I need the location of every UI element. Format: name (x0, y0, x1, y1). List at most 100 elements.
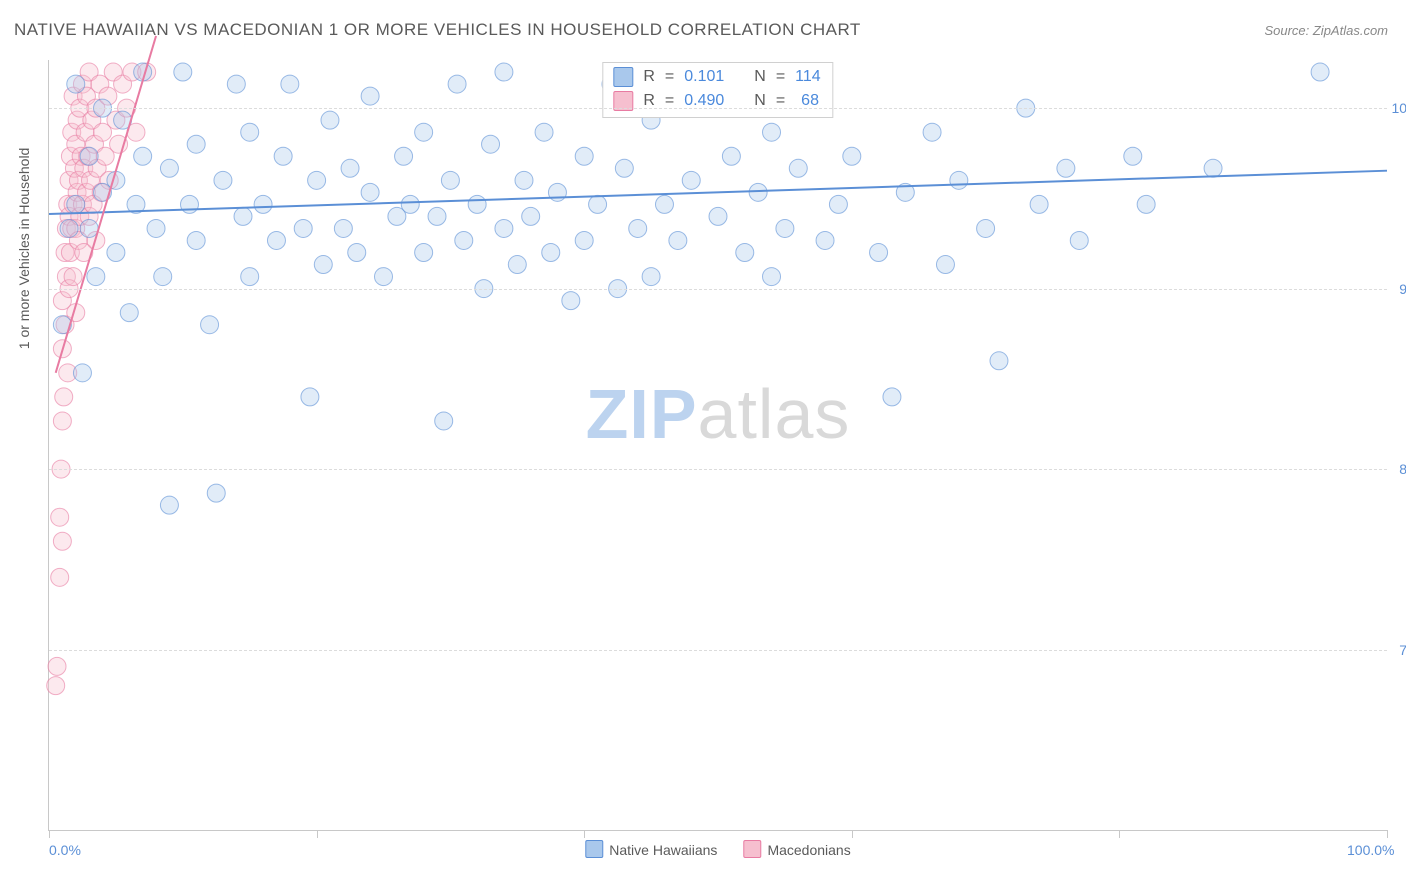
data-point (789, 159, 807, 177)
legend-swatch-1 (585, 840, 603, 858)
data-point (542, 244, 560, 262)
data-point (615, 159, 633, 177)
data-point (201, 316, 219, 334)
data-point (709, 207, 727, 225)
data-point (923, 123, 941, 141)
data-point (80, 219, 98, 237)
xtick-label: 0.0% (49, 842, 81, 858)
ytick-label: 100.0% (1392, 100, 1406, 116)
data-point (180, 195, 198, 213)
data-point (395, 147, 413, 165)
data-point (589, 195, 607, 213)
data-point (763, 123, 781, 141)
data-point (1124, 147, 1142, 165)
xtick (852, 830, 853, 838)
data-point (87, 268, 105, 286)
data-point (642, 268, 660, 286)
gridline (49, 289, 1387, 290)
stats-eq: = (665, 89, 674, 113)
data-point (522, 207, 540, 225)
data-point (655, 195, 673, 213)
data-point (214, 171, 232, 189)
data-point (776, 219, 794, 237)
data-point (60, 219, 78, 237)
data-point (455, 231, 473, 249)
data-point (508, 256, 526, 274)
ytick-label: 92.5% (1399, 281, 1406, 297)
data-point (829, 195, 847, 213)
data-point (67, 75, 85, 93)
data-point (722, 147, 740, 165)
data-point (401, 195, 419, 213)
chart-title: NATIVE HAWAIIAN VS MACEDONIAN 1 OR MORE … (14, 20, 861, 40)
data-point (448, 75, 466, 93)
data-point (936, 256, 954, 274)
xtick (584, 830, 585, 838)
data-point (51, 568, 69, 586)
data-point (187, 231, 205, 249)
xtick (49, 830, 50, 838)
gridline (49, 108, 1387, 109)
data-point (227, 75, 245, 93)
data-point (55, 388, 73, 406)
data-point (1030, 195, 1048, 213)
data-point (749, 183, 767, 201)
data-point (1057, 159, 1075, 177)
legend-item-2: Macedonians (743, 840, 850, 858)
data-point (535, 123, 553, 141)
data-point (274, 147, 292, 165)
data-point (294, 219, 312, 237)
data-point (950, 171, 968, 189)
data-point (763, 268, 781, 286)
data-point (575, 231, 593, 249)
stats-eq: = (776, 89, 785, 113)
data-point (1311, 63, 1329, 81)
data-point (495, 63, 513, 81)
data-point (107, 244, 125, 262)
data-point (48, 657, 66, 675)
data-point (883, 388, 901, 406)
plot-area: ZIPatlas R = 0.101 N = 114 R = 0.490 N =… (48, 60, 1387, 831)
data-point (234, 207, 252, 225)
data-point (990, 352, 1008, 370)
data-point (816, 231, 834, 249)
data-point (241, 268, 259, 286)
xtick (317, 830, 318, 838)
data-point (348, 244, 366, 262)
stats-eq: = (776, 65, 785, 89)
stats-r-label: R (643, 65, 655, 89)
data-point (267, 231, 285, 249)
gridline (49, 650, 1387, 651)
ytick-label: 85.0% (1399, 461, 1406, 477)
stats-eq: = (665, 65, 674, 89)
stats-r-label: R (643, 89, 655, 113)
data-point (51, 508, 69, 526)
xtick (1387, 830, 1388, 838)
data-point (207, 484, 225, 502)
data-point (67, 195, 85, 213)
data-point (53, 412, 71, 430)
data-point (1204, 159, 1222, 177)
data-point (301, 388, 319, 406)
legend: Native Hawaiians Macedonians (585, 840, 850, 858)
stats-box: R = 0.101 N = 114 R = 0.490 N = 68 (602, 62, 833, 118)
data-point (441, 171, 459, 189)
data-point (682, 171, 700, 189)
y-axis-label: 1 or more Vehicles in Household (16, 148, 32, 350)
data-point (241, 123, 259, 141)
stats-row-1: R = 0.101 N = 114 (613, 65, 820, 89)
xtick-label: 100.0% (1347, 842, 1394, 858)
data-point (482, 135, 500, 153)
data-point (669, 231, 687, 249)
stats-r-value-1: 0.101 (684, 65, 724, 89)
data-point (1137, 195, 1155, 213)
data-point (47, 677, 65, 695)
xtick (1119, 830, 1120, 838)
data-point (562, 292, 580, 310)
legend-label-1: Native Hawaiians (609, 842, 717, 858)
data-point (147, 219, 165, 237)
data-point (361, 87, 379, 105)
data-point (73, 364, 91, 382)
data-point (736, 244, 754, 262)
data-point (415, 123, 433, 141)
